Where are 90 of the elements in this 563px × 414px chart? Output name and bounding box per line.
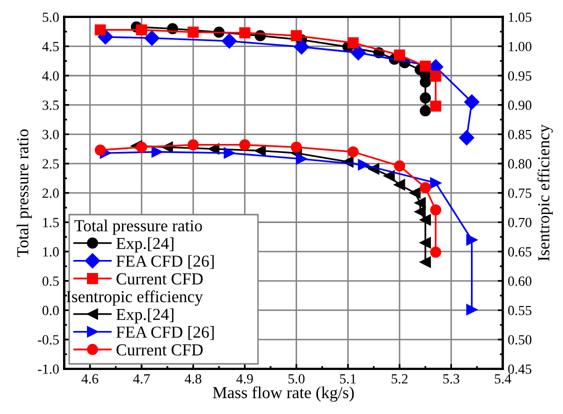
- legend-label: FEA CFD [26]: [116, 326, 214, 340]
- point: [464, 94, 480, 110]
- point: [430, 246, 442, 258]
- y2-tick-label: 0.95: [508, 71, 532, 81]
- y-tick-label: 2.5: [42, 159, 59, 169]
- point: [94, 144, 106, 156]
- point: [188, 26, 199, 38]
- point: [394, 50, 406, 61]
- point: [290, 142, 302, 153]
- x-tick-label: 5.4: [494, 374, 512, 384]
- y2-tick-label: 0.80: [508, 159, 532, 169]
- x-tick-label: 5.0: [288, 374, 305, 384]
- point: [420, 60, 431, 72]
- y2-tick-label: 0.60: [508, 276, 532, 286]
- point: [152, 146, 163, 158]
- y-axis-title: Total pressure ratio: [16, 129, 32, 257]
- legend-label: Current CFD: [116, 344, 203, 356]
- point: [294, 39, 310, 54]
- x-tick-label: 5.3: [443, 374, 460, 384]
- y-tick-label: 1.5: [43, 218, 59, 228]
- y2-tick-label: 0.45: [508, 364, 532, 374]
- point: [466, 304, 478, 316]
- point: [188, 139, 199, 150]
- legend-title: Total pressure ratio: [74, 220, 202, 235]
- y2-tick-label: 0.90: [508, 100, 532, 110]
- point: [384, 170, 395, 182]
- point: [94, 24, 106, 36]
- point: [430, 70, 442, 82]
- legend-label: FEA CFD [26]: [116, 255, 214, 269]
- point: [144, 30, 160, 46]
- y-tick-label: 3.0: [42, 130, 59, 140]
- point: [414, 197, 426, 208]
- point: [459, 130, 474, 146]
- y-tick-label: 4.0: [42, 71, 59, 81]
- point: [430, 100, 442, 112]
- point: [420, 256, 431, 268]
- point: [136, 24, 148, 36]
- point: [254, 145, 266, 156]
- y-tick-label: 5.0: [42, 12, 59, 22]
- x-tick-label: 4.9: [236, 374, 253, 384]
- y-tick-label: -1.0: [38, 364, 59, 374]
- x-tick-label: 5.2: [392, 374, 408, 384]
- y2-tick-label: 0.50: [508, 335, 532, 345]
- x-axis-title: Mass flow rate (kg/s): [212, 386, 354, 402]
- point: [358, 159, 369, 170]
- point: [430, 204, 442, 216]
- point: [296, 153, 308, 164]
- point: [239, 139, 250, 150]
- point: [348, 37, 359, 48]
- point: [430, 177, 442, 189]
- point: [420, 214, 431, 226]
- point: [239, 27, 250, 38]
- point: [420, 237, 431, 248]
- point: [136, 142, 148, 153]
- point: [420, 182, 431, 194]
- y2-tick-label: 0.75: [508, 188, 532, 198]
- y-tick-label: 1.0: [43, 247, 59, 257]
- point: [290, 30, 302, 42]
- y-tick-label: 3.5: [42, 100, 59, 110]
- point: [394, 160, 406, 172]
- x-tick-label: 4.8: [184, 374, 202, 384]
- point: [409, 187, 421, 198]
- point: [394, 179, 406, 190]
- y-tick-label: 0.0: [42, 306, 59, 316]
- legend-label: Exp.[24]: [116, 308, 174, 324]
- y2-axis-title: Isentropic efficiency: [537, 124, 553, 261]
- y-tick-label: 0.5: [42, 276, 59, 286]
- y2-tick-label: 0.65: [508, 247, 532, 257]
- y2-tick-label: 1.05: [508, 12, 532, 22]
- point: [222, 33, 237, 49]
- y2-tick-label: 0.85: [508, 130, 532, 140]
- point: [224, 147, 235, 159]
- y2-tick-label: 1.00: [508, 42, 532, 52]
- x-tick-label: 5.1: [340, 374, 356, 384]
- y-tick-label: 2.0: [42, 188, 59, 198]
- point: [350, 45, 366, 60]
- point: [348, 146, 359, 158]
- annotation: Isentropic efficiency: [66, 290, 203, 306]
- y-tick-label: 4.5: [42, 42, 59, 52]
- point: [420, 105, 431, 116]
- y2-tick-label: 0.70: [508, 218, 532, 228]
- point: [420, 92, 431, 104]
- point: [466, 234, 478, 246]
- legend-label: Exp.[24]: [116, 237, 174, 252]
- y2-tick-label: 0.55: [508, 306, 532, 316]
- point: [414, 206, 426, 218]
- x-tick-label: 4.6: [82, 374, 98, 384]
- x-tick-label: 4.7: [133, 374, 150, 384]
- y-tick-label: -0.5: [38, 335, 59, 345]
- legend-label: Current CFD: [116, 273, 203, 285]
